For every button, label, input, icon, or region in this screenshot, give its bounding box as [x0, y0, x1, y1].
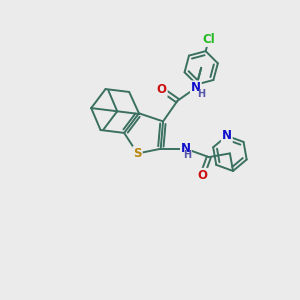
Text: O: O	[157, 83, 167, 96]
Text: S: S	[133, 147, 142, 160]
Text: O: O	[197, 169, 207, 182]
Text: N: N	[191, 81, 201, 94]
Text: H: H	[183, 150, 191, 160]
Text: H: H	[197, 89, 205, 99]
Text: N: N	[181, 142, 191, 155]
Text: N: N	[222, 129, 232, 142]
Text: Cl: Cl	[202, 33, 215, 46]
